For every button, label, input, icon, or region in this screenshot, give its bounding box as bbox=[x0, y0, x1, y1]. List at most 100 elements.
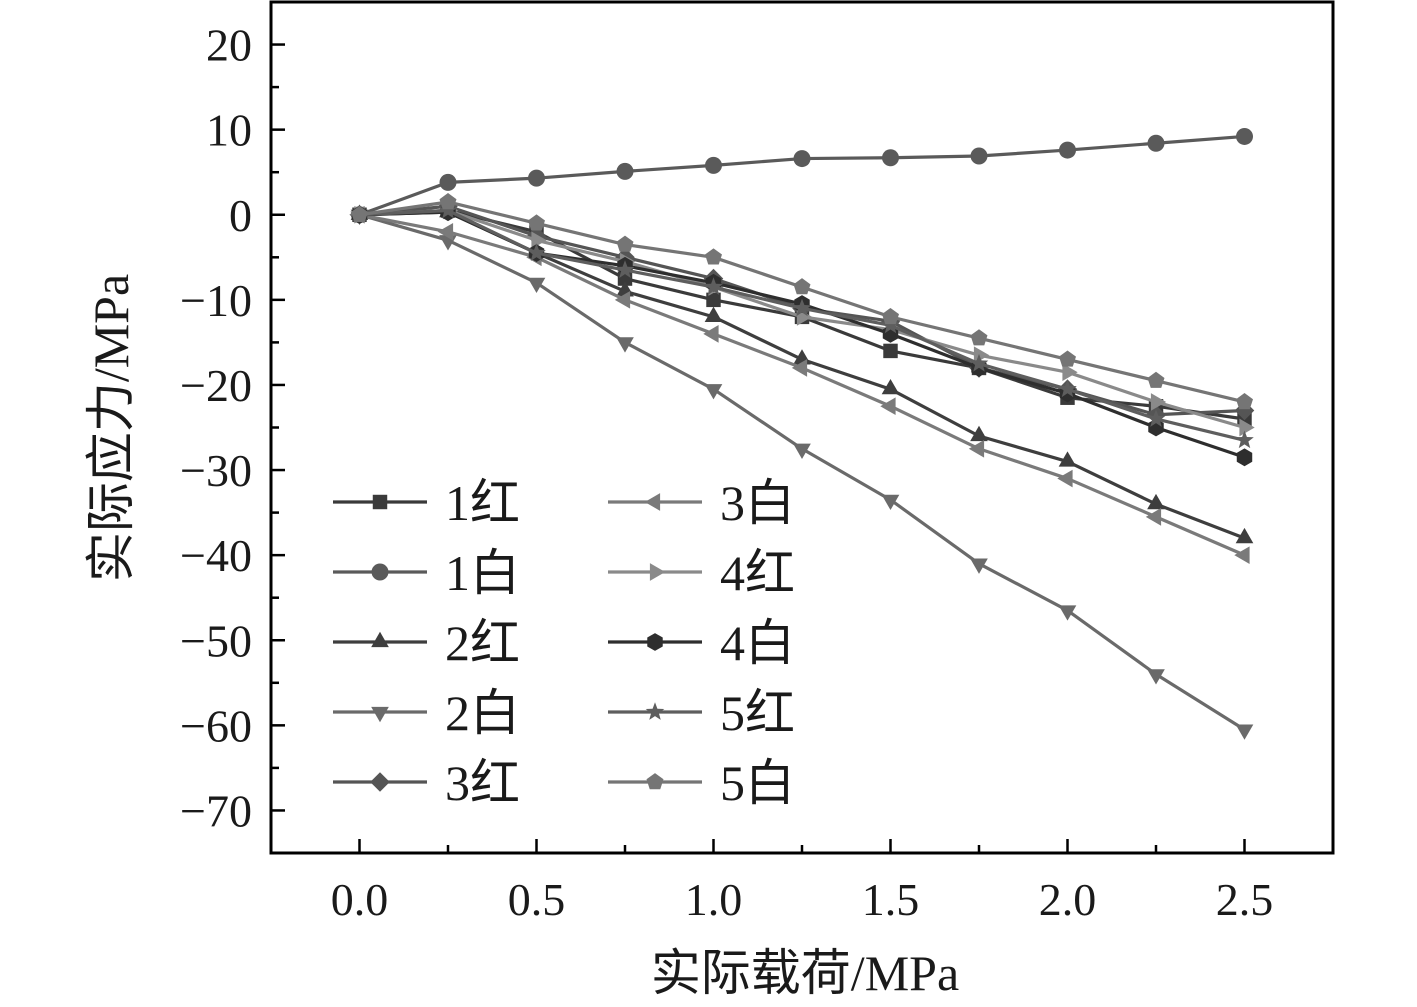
legend: 1红 1白 2红 2白 3红 3白 4红 4白 5红 5白 bbox=[333, 475, 795, 811]
data-point-1-bai bbox=[1059, 141, 1076, 159]
x-tick-label: 2.0 bbox=[1039, 874, 1097, 925]
data-point-2-bai bbox=[970, 558, 988, 574]
legend-label-3-hong: 3红 bbox=[445, 755, 520, 811]
data-point-1-bai bbox=[970, 147, 988, 165]
data-point-3-bai bbox=[703, 325, 719, 343]
data-point-5-hong bbox=[1058, 379, 1077, 398]
data-point-5-hong bbox=[615, 260, 635, 278]
data-point-1-bai bbox=[1147, 134, 1165, 152]
data-point-5-hong bbox=[881, 315, 900, 334]
legend-label-2-hong: 2红 bbox=[445, 615, 520, 671]
legend-label-4-bai: 4白 bbox=[720, 615, 795, 671]
x-tick-labels: 0.0 0.5 1.0 1.5 2.0 2.5 bbox=[331, 874, 1274, 925]
y-tick-label: 10 bbox=[206, 105, 252, 156]
x-tick-label: 0.5 bbox=[508, 874, 566, 925]
data-point-2-hong bbox=[881, 379, 900, 395]
data-point-5-hong bbox=[969, 353, 989, 372]
data-point-4-hong bbox=[531, 231, 547, 250]
series-layer bbox=[349, 127, 1255, 740]
data-point-1-hong bbox=[706, 292, 721, 308]
data-point-5-bai bbox=[528, 214, 545, 231]
data-point-2-hong bbox=[704, 306, 723, 322]
data-point-3-hong bbox=[1234, 400, 1255, 421]
data-point-5-bai bbox=[616, 235, 634, 252]
y-tick-label: −70 bbox=[180, 785, 252, 836]
data-point-1-bai bbox=[1236, 127, 1253, 145]
series-line-4-bai bbox=[359, 210, 1246, 459]
data-point-5-bai bbox=[793, 278, 811, 295]
data-point-5-bai bbox=[1147, 371, 1165, 388]
data-point-4-bai bbox=[1236, 448, 1253, 467]
legend-marker-3-bai bbox=[644, 493, 661, 511]
data-point-2-bai bbox=[616, 337, 634, 353]
series-1-bai bbox=[351, 127, 1253, 224]
y-tick-label: −40 bbox=[180, 530, 252, 581]
legend-item-3-bai: 3白 bbox=[608, 475, 795, 531]
legend-item-5-hong: 5红 bbox=[608, 685, 795, 741]
data-point-1-hong bbox=[883, 343, 898, 359]
data-point-1-bai bbox=[705, 156, 722, 174]
data-point-5-hong bbox=[438, 200, 458, 219]
legend-item-5-bai: 5白 bbox=[608, 755, 795, 811]
data-point-2-bai bbox=[881, 494, 900, 511]
series-5-bai bbox=[351, 193, 1253, 410]
legend-marker-4-bai bbox=[647, 633, 663, 651]
data-point-4-hong bbox=[1150, 393, 1167, 411]
legend-marker-5-bai bbox=[646, 773, 664, 790]
data-point-2-bai bbox=[1058, 605, 1077, 621]
y-tick-label: −30 bbox=[180, 445, 252, 496]
series-5-hong bbox=[350, 200, 1254, 449]
data-point-2-bai bbox=[527, 277, 546, 294]
data-point-1-bai bbox=[439, 173, 457, 191]
data-point-5-hong bbox=[527, 243, 546, 261]
data-point-3-bai bbox=[1145, 508, 1162, 526]
legend-item-2-hong: 2红 bbox=[333, 615, 520, 671]
legend-item-4-bai: 4白 bbox=[608, 615, 795, 671]
data-point-5-bai bbox=[705, 248, 722, 265]
legend-marker-3-hong bbox=[370, 772, 390, 792]
legend-marker-2-bai bbox=[371, 706, 389, 723]
data-point-5-bai bbox=[1236, 393, 1253, 410]
series-2-bai bbox=[350, 209, 1254, 740]
data-point-5-hong bbox=[1146, 409, 1166, 427]
legend-marker-1-hong bbox=[372, 494, 388, 510]
data-point-1-bai bbox=[528, 169, 545, 187]
data-point-1-bai bbox=[616, 162, 634, 180]
legend-label-4-hong: 4红 bbox=[720, 545, 795, 601]
data-point-1-bai bbox=[793, 150, 811, 168]
legend-item-2-bai: 2白 bbox=[333, 685, 520, 741]
x-tick-label: 2.5 bbox=[1216, 874, 1274, 925]
legend-label-1-bai: 1白 bbox=[445, 545, 520, 601]
legend-marker-4-hong bbox=[649, 563, 666, 581]
y-tick-label: −10 bbox=[180, 275, 252, 326]
x-tick-label: 1.5 bbox=[862, 874, 920, 925]
data-point-3-bai bbox=[1057, 469, 1073, 488]
x-tick-label: 0.0 bbox=[331, 874, 389, 925]
data-point-5-bai bbox=[351, 205, 368, 222]
data-point-5-hong bbox=[792, 298, 812, 317]
plot-frame bbox=[269, 0, 1335, 855]
data-point-2-hong bbox=[1058, 451, 1077, 467]
data-point-3-bai bbox=[880, 397, 896, 416]
data-point-3-bai bbox=[1234, 546, 1250, 564]
data-point-5-hong bbox=[704, 277, 723, 295]
data-point-5-hong bbox=[1235, 430, 1254, 449]
axis-ticks bbox=[271, 0, 1246, 855]
legend-marker-5-hong bbox=[645, 702, 665, 720]
y-tick-label: −20 bbox=[180, 360, 252, 411]
data-point-2-bai bbox=[1235, 724, 1254, 740]
y-tick-label: 20 bbox=[206, 20, 252, 71]
data-point-5-bai bbox=[439, 193, 457, 210]
data-point-5-bai bbox=[970, 329, 988, 346]
data-point-5-bai bbox=[882, 307, 899, 325]
data-point-2-bai bbox=[793, 443, 811, 459]
data-point-2-hong bbox=[1235, 527, 1254, 544]
y-tick-labels: 20 10 0 −10 −20 −30 −40 −50 −60 −70 bbox=[180, 20, 252, 837]
data-point-2-hong bbox=[970, 425, 988, 442]
data-point-3-bai bbox=[968, 439, 985, 458]
legend-item-1-hong: 1红 bbox=[333, 475, 520, 531]
legend-marker-1-bai bbox=[371, 563, 389, 581]
x-tick-label: 1.0 bbox=[685, 874, 743, 925]
legend-item-1-bai: 1白 bbox=[333, 545, 520, 601]
data-point-3-bai bbox=[437, 222, 454, 241]
